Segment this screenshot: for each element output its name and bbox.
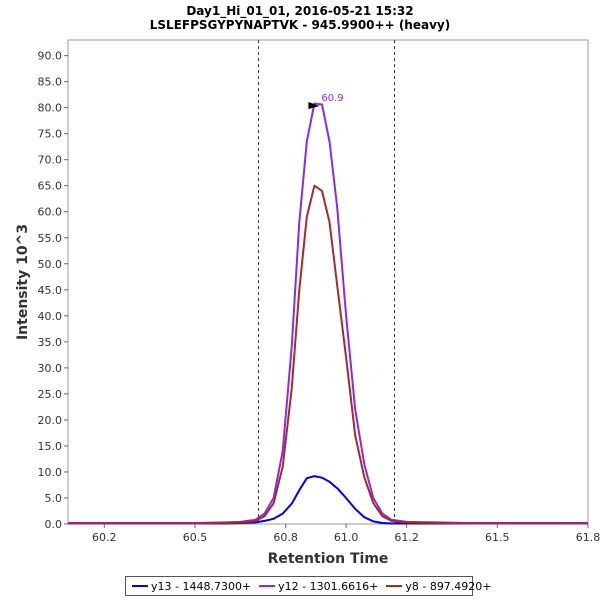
x-tick-label: 60.8 bbox=[273, 531, 298, 544]
series-line-3 bbox=[68, 184, 588, 525]
series-line-1 bbox=[68, 475, 588, 525]
chart-subtitle: LSLEFPSGYPYNAPTVK - 945.9900++ (heavy) bbox=[149, 18, 451, 32]
y-tick-label: 65.0 bbox=[38, 180, 63, 193]
y-tick-label: 55.0 bbox=[38, 232, 63, 245]
peak-arrow-icon bbox=[308, 102, 320, 110]
y-tick-label: 75.0 bbox=[38, 128, 63, 141]
y-tick-label: 10.0 bbox=[38, 466, 63, 479]
y-tick-label: 80.0 bbox=[38, 102, 63, 115]
plot-axes: 0.0 5.0 10.0 15.0 20.0 25.0 30.0 35.0 40.0 45.0 50… bbox=[38, 39, 600, 544]
y-tick-label: 35.0 bbox=[38, 336, 63, 349]
y-tick-label: 45.0 bbox=[38, 284, 63, 297]
legend-swatch bbox=[386, 585, 403, 587]
peak-annotation: 60.9 bbox=[308, 93, 344, 110]
series-line-2 bbox=[68, 102, 588, 524]
y-tick-label: 20.0 bbox=[38, 414, 63, 427]
legend-swatch bbox=[132, 585, 148, 587]
legend-item: y12 - 1301.6616+ bbox=[259, 580, 378, 593]
y-tick-label: 5.0 bbox=[45, 492, 63, 505]
x-tick-label: 61.0 bbox=[334, 531, 359, 544]
y-tick-label: 60.0 bbox=[38, 206, 63, 219]
x-tick-label: 61.8 bbox=[576, 531, 600, 544]
y-axis-title: Intensity 10^3 bbox=[15, 224, 31, 340]
x-tick-label: 60.2 bbox=[92, 531, 117, 544]
legend-label: y8 - 897.4920+ bbox=[405, 579, 492, 593]
y-tick-label: 50.0 bbox=[38, 258, 63, 271]
y-tick-label: 25.0 bbox=[38, 388, 63, 401]
plot-frame bbox=[67, 39, 589, 525]
y-tick-label: 30.0 bbox=[38, 362, 63, 375]
legend-label: y13 - 1448.7300+ bbox=[151, 579, 252, 593]
legend-label: y12 - 1301.6616+ bbox=[278, 579, 379, 593]
y-tick-label: 0.0 bbox=[45, 518, 63, 531]
y-tick-label: 15.0 bbox=[38, 440, 63, 453]
peak-boundaries bbox=[257, 40, 396, 524]
y-tick-label: 70.0 bbox=[38, 154, 63, 167]
x-tick-label: 61.5 bbox=[485, 531, 510, 544]
chart-title: Day1_Hi_01_01, 2016-05-21 15:32 bbox=[186, 4, 414, 18]
y-tick-label: 40.0 bbox=[38, 310, 63, 323]
legend-item: y13 - 1448.7300+ bbox=[132, 580, 251, 593]
series-group bbox=[68, 102, 588, 525]
x-tick-label: 61.2 bbox=[394, 531, 419, 544]
x-axis-title: Retention Time bbox=[268, 551, 389, 567]
legend-item: y8 - 897.4920+ bbox=[386, 579, 492, 593]
legend-swatch bbox=[259, 585, 276, 587]
y-tick-label: 90.0 bbox=[38, 50, 63, 63]
x-tick-label: 60.5 bbox=[183, 531, 208, 544]
chart-legend: y13 - 1448.7300+ y12 - 1301.6616+ y8 - 897… bbox=[125, 576, 492, 596]
peak-label: 60.9 bbox=[321, 93, 343, 104]
y-tick-label: 85.0 bbox=[38, 76, 63, 89]
